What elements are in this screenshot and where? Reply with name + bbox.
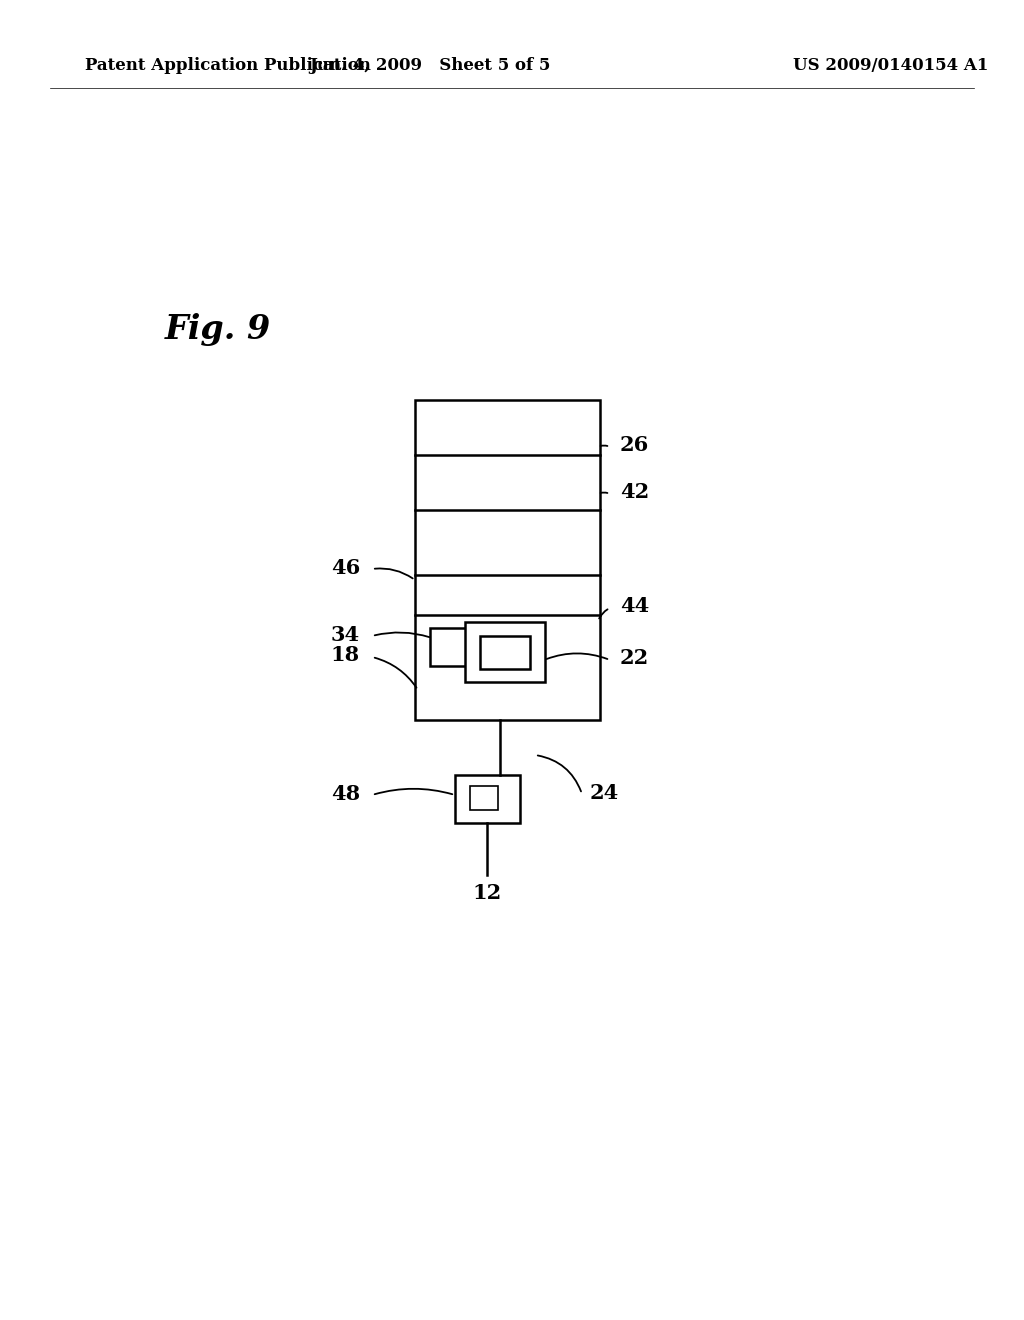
Text: Fig. 9: Fig. 9 — [165, 314, 271, 346]
Text: 18: 18 — [331, 645, 360, 665]
Text: 44: 44 — [620, 597, 649, 616]
Bar — [430, 628, 475, 667]
Text: 46: 46 — [331, 558, 360, 578]
Text: Jun. 4, 2009   Sheet 5 of 5: Jun. 4, 2009 Sheet 5 of 5 — [309, 57, 551, 74]
Bar — [480, 636, 530, 669]
Text: 34: 34 — [331, 624, 360, 645]
Text: 42: 42 — [620, 482, 649, 502]
Bar — [465, 622, 545, 682]
Bar — [470, 785, 498, 810]
Text: US 2009/0140154 A1: US 2009/0140154 A1 — [794, 57, 988, 74]
Text: Patent Application Publication: Patent Application Publication — [85, 57, 371, 74]
Bar — [415, 400, 600, 719]
Bar — [455, 775, 520, 822]
Text: 22: 22 — [620, 648, 649, 668]
Text: 48: 48 — [331, 784, 360, 804]
Text: 24: 24 — [590, 783, 620, 803]
Text: 26: 26 — [620, 436, 649, 455]
Text: 12: 12 — [472, 883, 502, 903]
